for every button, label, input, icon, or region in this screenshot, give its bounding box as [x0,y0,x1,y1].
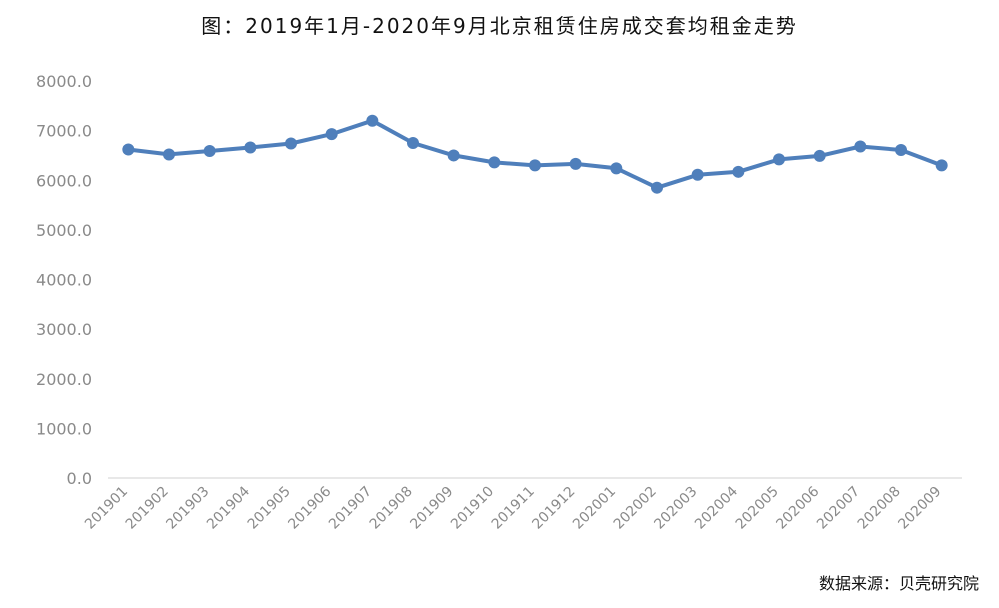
chart-title: 图：2019年1月-2020年9月北京租赁住房成交套均租金走势 [201,14,798,38]
x-tick-label: 201908 [367,484,416,533]
x-tick-label: 202008 [855,484,904,533]
y-tick-label: 8000.0 [36,72,92,91]
x-tick-label: 202009 [895,484,944,533]
x-tick-label: 201903 [163,484,212,533]
y-axis-ticks: 0.0 1000.0 2000.0 3000.0 4000.0 5000.0 6000.0 7… [36,72,92,488]
data-point [244,141,257,154]
x-tick-label: 201902 [123,484,172,533]
data-point [691,168,704,181]
series-points [122,114,948,194]
x-tick-label: 201910 [448,484,497,533]
x-tick-label: 201909 [407,484,456,533]
y-tick-label: 7000.0 [36,122,92,141]
x-tick-label: 201906 [285,483,334,532]
data-point [122,143,135,156]
data-point [325,128,338,141]
data-point [569,157,582,170]
data-point [773,153,785,166]
y-tick-label: 2000.0 [36,370,92,389]
x-tick-label: 201907 [326,484,375,533]
x-axis-ticks: 2019012019022019032019042019052019062019… [82,483,944,532]
y-tick-label: 5000.0 [36,221,92,240]
x-tick-label: 201905 [245,484,294,533]
y-tick-label: 4000.0 [36,271,92,290]
data-point [813,149,826,162]
data-point [529,159,541,172]
source-note: 数据来源：贝壳研究院 [818,574,979,593]
y-tick-label: 1000.0 [36,419,92,438]
data-point [895,143,907,156]
data-point [935,159,948,172]
x-tick-label: 201912 [529,484,578,533]
data-point [610,162,623,175]
data-point [366,114,379,127]
data-point [285,137,297,150]
x-tick-label: 202002 [611,484,660,533]
x-tick-label: 202001 [570,484,619,533]
data-point [732,165,745,178]
x-tick-label: 202005 [733,484,782,533]
x-tick-label: 202003 [651,484,700,533]
data-point [651,181,663,194]
y-tick-label: 6000.0 [36,171,92,190]
y-tick-label: 0.0 [67,469,92,488]
data-point [854,140,867,153]
data-point [488,156,501,169]
data-point [447,149,460,162]
data-point [163,148,175,161]
x-tick-label: 201911 [489,484,538,533]
x-tick-label: 202004 [692,483,741,532]
y-tick-label: 3000.0 [36,320,92,339]
data-point [203,144,216,157]
x-tick-label: 202007 [814,484,863,533]
data-point [407,137,419,150]
x-tick-label: 202006 [773,483,822,532]
x-tick-label: 201901 [82,484,131,533]
x-tick-label: 201904 [204,483,253,532]
